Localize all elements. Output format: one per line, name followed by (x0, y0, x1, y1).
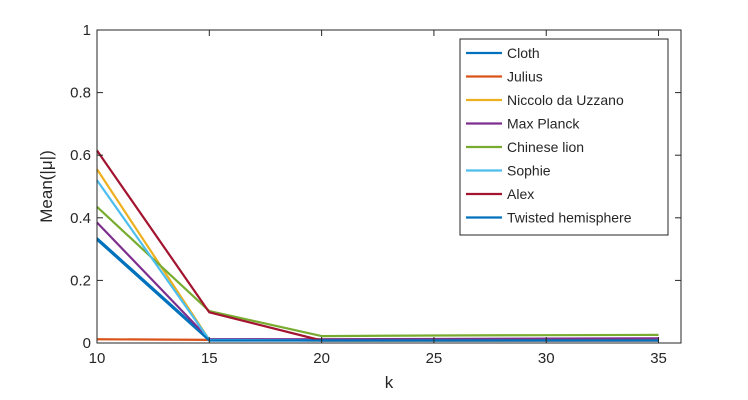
legend-label: Twisted hemisphere (507, 210, 632, 226)
x-axis-label: k (385, 373, 394, 392)
legend-label: Julius (507, 69, 543, 85)
axes-box (96, 29, 682, 344)
legend-label: Chinese lion (507, 139, 584, 155)
legend-label: Cloth (507, 45, 540, 61)
x-tick-label: 30 (538, 350, 555, 367)
legend-label: Alex (507, 186, 534, 202)
y-tick-label: 1 (83, 22, 91, 39)
series-line-8 (96, 238, 659, 342)
y-axis-label: Mean(|μ|) (37, 150, 56, 222)
axes-layer: 10 15 20 25 30 35 0 0.2 0.4 0.6 0.8 1 (70, 22, 682, 367)
legend-label: Max Planck (507, 116, 580, 132)
legend-label: Sophie (507, 163, 551, 179)
y-tick-label: 0.4 (70, 210, 91, 227)
y-tick-label: 0.2 (70, 272, 91, 289)
series-line-4 (96, 221, 659, 341)
legend-box (459, 38, 669, 236)
x-tick-label: 20 (313, 350, 330, 367)
x-tick-label: 35 (650, 350, 667, 367)
x-tick-label: 10 (89, 350, 106, 367)
legend-label: Niccolo da Uzzano (507, 92, 624, 108)
x-tick-label: 25 (426, 350, 443, 367)
y-tick-label: 0.8 (70, 85, 91, 102)
series-layer (96, 149, 659, 342)
y-tick-label: 0 (83, 335, 91, 352)
legend: Cloth Julius Niccolo da Uzzano Max Planck Ch… (459, 38, 669, 236)
series-line-5 (96, 206, 659, 338)
x-tick-label: 15 (201, 350, 218, 367)
y-tick-label: 0.6 (70, 147, 91, 164)
